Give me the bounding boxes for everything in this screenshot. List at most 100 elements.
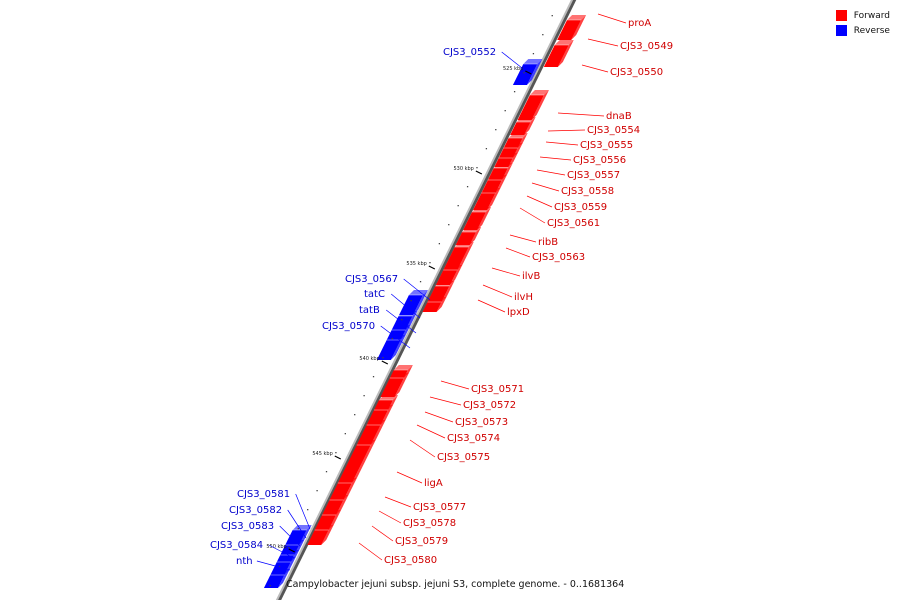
gene-label-CJS3_0582[interactable]: CJS3_0582 (229, 505, 282, 516)
minor-tick (523, 72, 525, 74)
gene-label-CJS3_0580[interactable]: CJS3_0580 (384, 555, 437, 566)
gene-label-CJS3_0575[interactable]: CJS3_0575 (437, 452, 490, 463)
gene-CJS3_0550[interactable] (517, 90, 549, 120)
gene-label-ligA[interactable]: ligA (424, 478, 443, 489)
gene-leader-tatB (385, 309, 417, 334)
gene-CJS3_0552[interactable] (512, 59, 543, 85)
gene-leader-CJS3_0581 (295, 493, 311, 530)
gene-label-nth[interactable]: nth (236, 556, 253, 567)
gene-leader-CJS3_0555 (545, 141, 579, 146)
forward-swatch (835, 10, 847, 21)
gene-CJS3_0580[interactable] (307, 525, 334, 545)
gene-label-CJS3_0555[interactable]: CJS3_0555 (580, 140, 633, 151)
gene-nth[interactable] (263, 570, 290, 588)
gene-CJS3_0549[interactable] (543, 40, 574, 67)
gene-leader-CJS3_0549 (587, 38, 619, 47)
gene-leader-CJS3_0563 (505, 247, 531, 258)
gene-leader-CJS3_0557 (536, 169, 566, 176)
gene-leader-CJS3_0583 (279, 525, 301, 547)
gene-label-CJS3_0578[interactable]: CJS3_0578 (403, 518, 456, 529)
gene-label-CJS3_0554[interactable]: CJS3_0554 (587, 125, 640, 136)
gene-label-CJS3_0581[interactable]: CJS3_0581 (237, 489, 290, 500)
gene-lpxD[interactable] (422, 297, 447, 312)
scale-tick-mark (334, 455, 342, 460)
scale-tick-label: 525 kbp (503, 66, 523, 72)
gene-CJS3_0570[interactable] (376, 335, 406, 360)
gene-label-CJS3_0574[interactable]: CJS3_0574 (447, 433, 500, 444)
gene-leader-CJS3_0567 (403, 278, 431, 301)
gene-label-CJS3_0550[interactable]: CJS3_0550 (610, 67, 663, 78)
scale-tick-label: 535 kbp (406, 261, 426, 267)
gene-label-CJS3_0552[interactable]: CJS3_0552 (443, 47, 496, 58)
gene-leader-ilvH (482, 284, 513, 298)
minor-tick (551, 15, 553, 17)
gene-label-CJS3_0579[interactable]: CJS3_0579 (395, 536, 448, 547)
gene-CJS3_0561[interactable] (463, 207, 492, 230)
minor-tick (429, 262, 431, 264)
minor-tick (363, 395, 365, 397)
gene-leader-dnaB (557, 112, 605, 117)
gene-label-ilvB[interactable]: ilvB (522, 271, 540, 282)
gene-ribB[interactable] (455, 227, 482, 245)
minor-tick (269, 585, 271, 587)
gene-label-ilvH[interactable]: ilvH (514, 292, 533, 303)
scale-tick-mark (428, 265, 436, 270)
gene-label-CJS3_0559[interactable]: CJS3_0559 (554, 202, 607, 213)
gene-leader-CJS3_0570 (380, 325, 411, 349)
gene-leader-CJS3_0559 (526, 195, 553, 208)
gene-leader-CJS3_0561 (519, 207, 546, 224)
gene-leader-CJS3_0575 (409, 439, 436, 458)
gene-label-tatB[interactable]: tatB (359, 305, 380, 316)
gene-label-dnaB[interactable]: dnaB (606, 111, 632, 122)
gene-CJS3_0559[interactable] (473, 188, 501, 210)
minor-tick (438, 243, 441, 245)
gene-label-CJS3_0549[interactable]: CJS3_0549 (620, 41, 673, 52)
gene-label-CJS3_0583[interactable]: CJS3_0583 (221, 521, 274, 532)
gene-leader-CJS3_0579 (371, 525, 394, 542)
gene-label-CJS3_0577[interactable]: CJS3_0577 (413, 502, 466, 513)
gene-label-lpxD[interactable]: lpxD (507, 307, 530, 318)
minor-tick (316, 490, 318, 492)
gene-label-CJS3_0563[interactable]: CJS3_0563 (532, 252, 585, 263)
minor-tick (532, 53, 535, 55)
minor-tick (344, 433, 346, 435)
gene-label-CJS3_0572[interactable]: CJS3_0572 (463, 400, 516, 411)
gene-label-CJS3_0567[interactable]: CJS3_0567 (345, 274, 398, 285)
genome-caption: Campylobacter jejuni subsp. jejuni S3, c… (286, 579, 625, 590)
minor-tick (513, 91, 516, 93)
gene-leader-CJS3_0552 (501, 51, 523, 69)
gene-label-CJS3_0573[interactable]: CJS3_0573 (455, 417, 508, 428)
gene-CJS3_0567[interactable] (399, 290, 428, 315)
minor-tick (495, 129, 497, 131)
gene-label-CJS3_0570[interactable]: CJS3_0570 (322, 321, 375, 332)
gene-proA[interactable] (557, 15, 587, 40)
gene-label-CJS3_0561[interactable]: CJS3_0561 (547, 218, 600, 229)
minor-tick (325, 471, 328, 473)
legend-reverse: Reverse (835, 23, 890, 38)
minor-tick (410, 300, 412, 302)
minor-tick (335, 452, 337, 454)
gene-label-proA[interactable]: proA (628, 18, 651, 29)
gene-label-CJS3_0584[interactable]: CJS3_0584 (210, 540, 263, 551)
gene-dnaB[interactable] (510, 117, 536, 135)
gene-ligA[interactable] (337, 440, 376, 483)
gene-leader-CJS3_0558 (531, 182, 560, 192)
gene-leader-lpxD (477, 299, 506, 313)
minor-tick (354, 414, 356, 416)
gene-CJS3_0572[interactable] (380, 373, 409, 397)
scale-tick-mark (525, 70, 532, 75)
gene-label-CJS3_0571[interactable]: CJS3_0571 (471, 384, 524, 395)
gene-label-CJS3_0556[interactable]: CJS3_0556 (573, 155, 626, 166)
gene-label-ribB[interactable]: ribB (538, 237, 558, 248)
gene-label-tatC[interactable]: tatC (364, 289, 385, 300)
gene-CJS3_0563[interactable] (443, 242, 474, 270)
scale-tick-label: 530 kbp (453, 166, 473, 172)
minor-tick (419, 281, 422, 283)
legend-forward: Forward (835, 8, 890, 23)
gene-label-CJS3_0558[interactable]: CJS3_0558 (561, 186, 614, 197)
minor-tick (466, 186, 469, 188)
minor-tick (372, 376, 375, 378)
gene-label-CJS3_0557[interactable]: CJS3_0557 (567, 170, 620, 181)
gene-leader-proA (597, 13, 627, 24)
